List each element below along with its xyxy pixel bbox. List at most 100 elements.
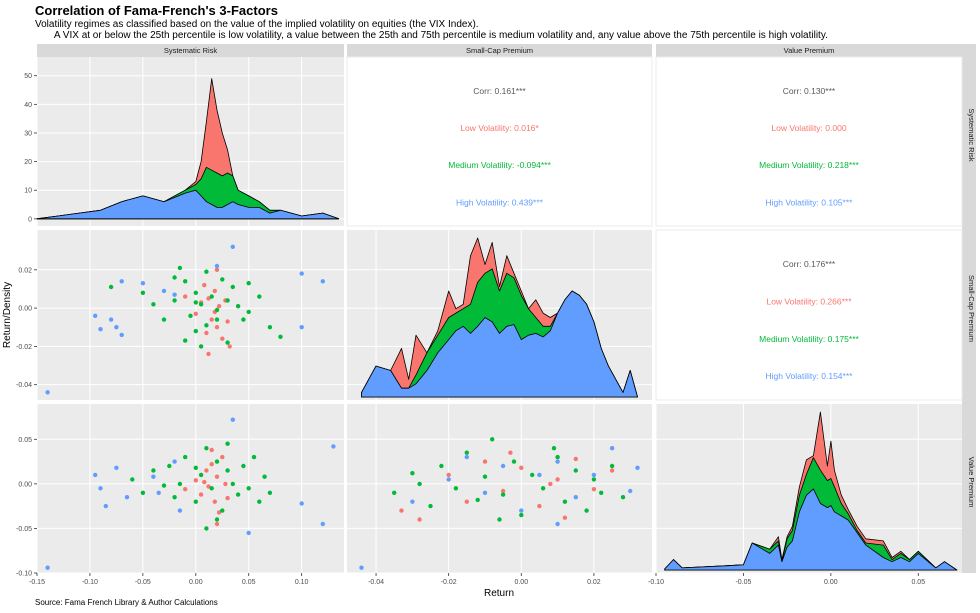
high-volatility-point <box>591 472 597 478</box>
medium-volatility-point <box>214 307 220 313</box>
column-strip-label: Small-Cap Premium <box>466 46 533 55</box>
corr-overall: Corr: 0.161*** <box>473 86 526 96</box>
panel-background <box>655 229 963 401</box>
medium-volatility-point <box>204 526 209 531</box>
high-volatility-point <box>537 472 542 478</box>
high-volatility-point <box>172 459 177 464</box>
high-volatility-point <box>519 508 524 513</box>
medium-volatility-point <box>235 304 241 309</box>
medium-volatility-point <box>584 508 589 513</box>
low-volatility-point <box>225 495 230 501</box>
medium-volatility-point <box>108 284 114 290</box>
high-volatility-point <box>555 459 560 464</box>
corr-low-volatility: Low Volatility: 0.016* <box>460 123 539 133</box>
medium-volatility-point <box>183 279 188 284</box>
y-tick-label: 20 <box>24 159 32 166</box>
medium-volatility-point <box>591 477 597 482</box>
low-volatility-point <box>417 517 422 522</box>
high-volatility-density <box>664 488 958 571</box>
corr-overall: Corr: 0.176*** <box>783 259 836 269</box>
corr-medium-volatility: Medium Volatility: 0.218*** <box>759 160 859 170</box>
medium-volatility-point <box>225 468 230 473</box>
low-volatility-point <box>202 479 207 485</box>
low-volatility-point <box>214 521 220 527</box>
subtitle-line-1: Volatility regimes as classified based o… <box>35 19 479 30</box>
x-tick-label: -0.15 <box>29 579 45 586</box>
y-tick-label: 0.02 <box>18 267 32 274</box>
y-tick-label: 0.00 <box>18 306 32 313</box>
high-volatility-point <box>124 495 130 500</box>
medium-volatility-point <box>257 294 262 299</box>
high-volatility-point <box>573 495 578 500</box>
high-volatility-point <box>93 313 98 318</box>
low-volatility-point <box>209 317 214 322</box>
medium-volatility-point <box>172 298 177 303</box>
medium-volatility-point <box>230 284 235 290</box>
x-tick-label: 0.00 <box>189 579 203 586</box>
medium-volatility-point <box>214 317 220 322</box>
medium-volatility-point <box>214 459 220 464</box>
y-tick-label: 0 <box>28 216 32 223</box>
corr-medium-volatility: Medium Volatility: 0.175*** <box>759 334 859 344</box>
medium-volatility-point <box>198 302 204 307</box>
low-volatility-point <box>209 462 214 467</box>
row-strip-label: Value Premium <box>967 457 976 508</box>
medium-volatility-point <box>188 313 193 318</box>
medium-volatility-point <box>262 474 267 479</box>
corr-high-volatility: High Volatility: 0.439*** <box>456 197 544 207</box>
corr-low-volatility: Low Volatility: 0.266*** <box>766 296 852 306</box>
medium-volatility-point <box>551 446 557 451</box>
x-tick-label: 0.00 <box>824 579 838 586</box>
high-volatility-point <box>299 325 304 330</box>
medium-volatility-point <box>198 344 204 349</box>
medium-volatility-point <box>464 450 469 455</box>
high-volatility-point <box>140 281 146 286</box>
low-volatility-point <box>206 351 211 357</box>
panel-background <box>346 56 653 227</box>
medium-volatility-point <box>251 454 257 460</box>
x-tick-label: -0.10 <box>648 579 664 586</box>
high-volatility-point <box>628 488 633 494</box>
medium-volatility-point <box>225 298 230 303</box>
medium-volatility-point <box>609 463 615 469</box>
medium-volatility-point <box>500 492 506 497</box>
low-volatility-point <box>399 508 404 513</box>
high-volatility-point <box>299 271 304 276</box>
medium-volatility-point <box>475 497 480 503</box>
column-strip-label: Value Premium <box>784 46 835 55</box>
high-volatility-point <box>464 454 469 460</box>
high-volatility-point <box>609 446 615 451</box>
medium-volatility-point <box>225 441 230 446</box>
high-volatility-point <box>359 565 364 570</box>
high-volatility-point <box>119 279 124 284</box>
low-volatility-point <box>446 472 451 478</box>
high-volatility-point <box>98 486 103 491</box>
high-volatility-point <box>230 417 235 422</box>
low-volatility-point <box>216 304 222 309</box>
high-volatility-point <box>410 499 415 504</box>
row-strip-label: Systematic Risk <box>967 108 976 162</box>
high-volatility-point <box>299 501 304 506</box>
medium-volatility-point <box>257 499 262 504</box>
high-volatility-density <box>361 290 638 398</box>
high-volatility-point <box>114 465 119 470</box>
medium-volatility-point <box>193 300 198 305</box>
low-volatility-point <box>609 468 615 473</box>
medium-volatility-point <box>490 437 495 442</box>
low-volatility-point <box>193 311 198 316</box>
low-volatility-point <box>223 481 228 487</box>
low-volatility-point <box>204 468 209 473</box>
high-volatility-point <box>103 503 109 509</box>
high-volatility-point <box>331 444 336 449</box>
medium-volatility-point <box>151 468 156 473</box>
x-tick-label: 0.00 <box>514 579 528 586</box>
low-volatility-point <box>519 465 524 470</box>
medium-volatility-point <box>161 483 167 488</box>
column-strip <box>347 44 652 57</box>
medium-volatility-point <box>267 490 273 495</box>
medium-volatility-point <box>482 474 488 479</box>
medium-volatility-point <box>220 277 225 282</box>
corr-low-volatility: Low Volatility: 0.000 <box>771 123 846 133</box>
low-volatility-point <box>225 319 230 324</box>
panel-background <box>37 404 344 573</box>
